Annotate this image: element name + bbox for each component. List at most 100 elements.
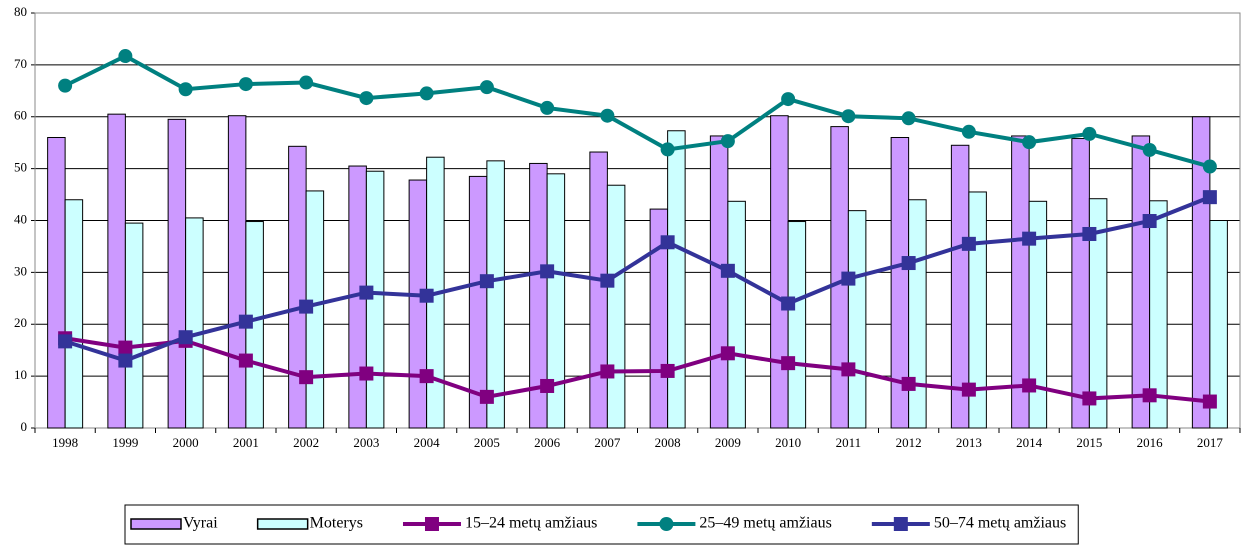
bar bbox=[227, 115, 247, 429]
y-tick-label: 30 bbox=[14, 263, 27, 278]
bar bbox=[1131, 135, 1151, 429]
marker bbox=[178, 82, 193, 97]
legend-marker bbox=[893, 517, 908, 531]
marker bbox=[600, 108, 615, 123]
y-tick-label: 0 bbox=[21, 419, 28, 434]
bar bbox=[589, 151, 608, 429]
marker bbox=[901, 256, 916, 271]
bar bbox=[727, 200, 746, 429]
bar bbox=[47, 137, 66, 429]
x-tick-label: 2006 bbox=[534, 435, 561, 450]
marker bbox=[720, 346, 735, 361]
marker bbox=[1142, 214, 1157, 229]
marker bbox=[961, 382, 976, 397]
x-tick-label: 1999 bbox=[112, 435, 138, 450]
marker bbox=[781, 92, 796, 107]
x-tick-label: 2003 bbox=[353, 435, 379, 450]
marker bbox=[660, 235, 675, 250]
bar bbox=[365, 170, 385, 429]
x-tick-label: 1998 bbox=[52, 435, 78, 450]
bar bbox=[124, 222, 144, 429]
x-tick-label: 2004 bbox=[414, 435, 441, 450]
marker bbox=[118, 340, 133, 355]
marker bbox=[1022, 231, 1037, 246]
y-tick-label: 80 bbox=[14, 4, 27, 19]
line bbox=[64, 53, 1211, 169]
line bbox=[64, 195, 1211, 363]
x-tick-label: 2013 bbox=[956, 435, 982, 450]
marker bbox=[1082, 391, 1097, 406]
bar bbox=[770, 115, 789, 429]
bar bbox=[185, 217, 204, 429]
marker bbox=[660, 142, 675, 157]
marker bbox=[479, 274, 494, 289]
marker bbox=[600, 273, 615, 288]
marker bbox=[238, 353, 253, 368]
marker bbox=[841, 362, 856, 377]
bar bbox=[968, 191, 987, 429]
x-tick-label: 2008 bbox=[655, 435, 681, 450]
legend-symbol bbox=[130, 518, 182, 530]
marker bbox=[720, 134, 735, 149]
legend-label: Vyrai bbox=[183, 515, 218, 532]
marker bbox=[540, 264, 555, 279]
marker bbox=[961, 124, 976, 139]
bar bbox=[1071, 138, 1090, 429]
bar bbox=[1149, 200, 1168, 429]
marker bbox=[238, 77, 253, 92]
marker bbox=[901, 111, 916, 126]
x-tick-label: 2005 bbox=[474, 435, 500, 450]
y-tick-label: 10 bbox=[14, 367, 27, 382]
bar bbox=[1088, 198, 1108, 429]
x-tick-label: 2014 bbox=[1016, 435, 1043, 450]
x-tick-label: 2007 bbox=[594, 435, 621, 450]
legend: Vyrai Moterys 15–24 metų amžiaus 25–49 metų… bbox=[124, 504, 1079, 545]
marker bbox=[781, 296, 796, 311]
marker bbox=[1202, 394, 1217, 409]
x-tick-label: 2015 bbox=[1076, 435, 1102, 450]
legend-label: Moterys bbox=[310, 515, 363, 532]
x-tick-label: 2000 bbox=[173, 435, 199, 450]
marker bbox=[419, 288, 434, 303]
marker bbox=[720, 263, 735, 278]
line bbox=[64, 336, 1211, 404]
marker bbox=[419, 369, 434, 384]
marker bbox=[540, 378, 555, 393]
marker bbox=[299, 370, 314, 385]
bar bbox=[107, 113, 126, 429]
marker bbox=[299, 75, 314, 90]
y-tick-label: 60 bbox=[14, 108, 27, 123]
marker bbox=[1022, 378, 1037, 393]
marker bbox=[359, 91, 374, 106]
x-tick-label: 2010 bbox=[775, 435, 801, 450]
marker bbox=[238, 314, 253, 329]
marker bbox=[178, 330, 193, 345]
marker bbox=[359, 366, 374, 381]
y-tick-label: 40 bbox=[14, 211, 27, 226]
bar bbox=[288, 145, 307, 429]
marker bbox=[841, 271, 856, 286]
marker bbox=[1142, 388, 1157, 403]
marker bbox=[781, 356, 796, 371]
legend-label: 25–49 metų amžiaus bbox=[699, 515, 831, 532]
legend-label: 50–74 metų amžiaus bbox=[934, 515, 1066, 532]
marker bbox=[118, 353, 133, 368]
y-tick-label: 50 bbox=[14, 160, 27, 175]
marker bbox=[660, 363, 675, 378]
x-tick-label: 2012 bbox=[896, 435, 922, 450]
marker bbox=[1022, 135, 1037, 150]
legend-marker bbox=[659, 517, 674, 531]
bar bbox=[167, 118, 187, 429]
x-tick-label: 2017 bbox=[1197, 435, 1224, 450]
marker bbox=[479, 389, 494, 404]
marker bbox=[359, 285, 374, 300]
bar bbox=[606, 184, 626, 429]
bar bbox=[64, 199, 84, 429]
y-tick-label: 70 bbox=[14, 56, 27, 71]
x-tick-label: 2016 bbox=[1137, 435, 1164, 450]
marker bbox=[1202, 190, 1217, 205]
legend-marker bbox=[424, 517, 439, 531]
marker bbox=[419, 86, 434, 101]
x-tick-label: 2009 bbox=[715, 435, 741, 450]
